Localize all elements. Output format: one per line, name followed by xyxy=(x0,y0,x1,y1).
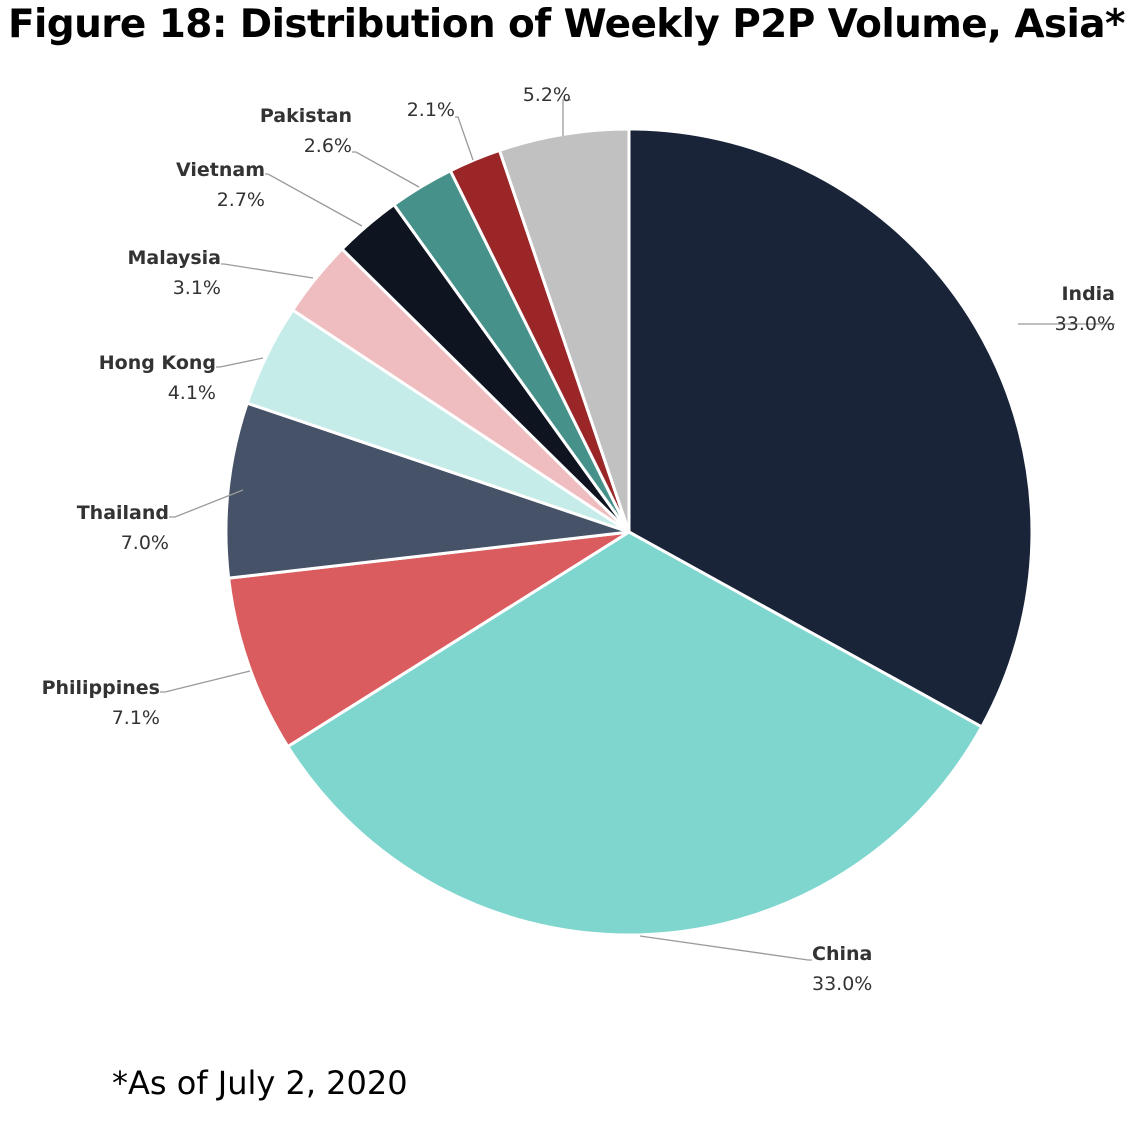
leader-line-slice-9 xyxy=(455,116,474,161)
leader-line-malaysia xyxy=(221,263,314,279)
slice-label-pakistan: Pakistan xyxy=(260,105,352,127)
slice-value-malaysia: 3.1% xyxy=(173,277,221,299)
leader-line-philippines xyxy=(160,670,251,693)
slice-label-malaysia: Malaysia xyxy=(127,247,221,269)
slice-value-pakistan: 2.6% xyxy=(304,135,352,157)
slice-label-thailand: Thailand xyxy=(77,502,169,524)
slice-label-india: India xyxy=(1061,283,1115,305)
pie-slice-thailand xyxy=(224,401,631,580)
chart-footnote: *As of July 2, 2020 xyxy=(112,1064,408,1102)
pie-slice-philippines xyxy=(227,530,631,749)
slice-value-philippines: 7.1% xyxy=(112,707,160,729)
leader-line-thailand xyxy=(169,489,244,518)
slice-value-hong-kong: 4.1% xyxy=(168,382,216,404)
leader-line-hong-kong xyxy=(216,357,264,368)
slice-label-vietnam: Vietnam xyxy=(176,159,265,181)
leader-line-vietnam xyxy=(265,173,363,227)
slice-value-thailand: 7.0% xyxy=(121,532,169,554)
slice-value-slice-9: 2.1% xyxy=(407,99,455,121)
slice-value-vietnam: 2.7% xyxy=(217,189,265,211)
leader-line-china xyxy=(639,935,812,961)
slice-value-slice-10: 5.2% xyxy=(523,84,571,106)
slice-label-hong-kong: Hong Kong xyxy=(99,352,216,374)
slice-value-china: 33.0% xyxy=(812,973,872,995)
leader-line-slice-10 xyxy=(562,99,571,136)
pie-slice-china xyxy=(286,530,984,937)
slice-value-india: 33.0% xyxy=(1055,313,1115,335)
pie-slice-india xyxy=(627,127,1034,729)
slice-label-china: China xyxy=(812,943,872,965)
slice-label-philippines: Philippines xyxy=(42,677,160,699)
chart-title: Figure 18: Distribution of Weekly P2P Vo… xyxy=(8,2,1125,47)
leader-line-pakistan xyxy=(352,151,420,188)
